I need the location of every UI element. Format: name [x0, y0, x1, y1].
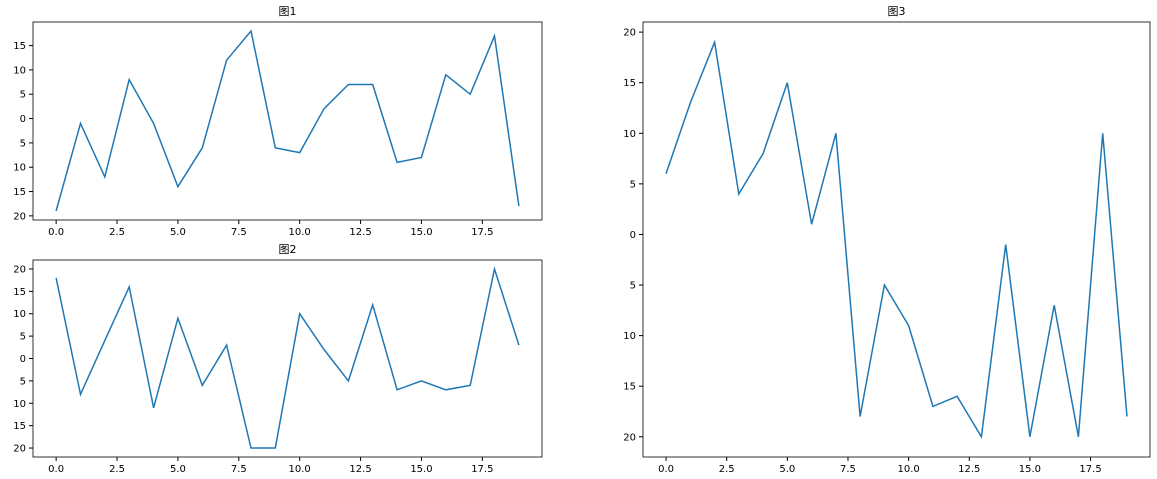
y-tick-label: 15	[13, 187, 26, 198]
y-tick-label: 15	[13, 41, 26, 52]
x-tick-label: 7.5	[231, 464, 247, 475]
x-tick-label: 7.5	[231, 227, 247, 238]
x-tick-label: 15.0	[410, 464, 432, 475]
y-tick-label: 15	[623, 382, 636, 393]
x-tick-label: 2.5	[109, 464, 125, 475]
x-tick-label: 17.5	[1079, 464, 1101, 475]
y-tick-label: 20	[13, 444, 26, 455]
x-tick-label: 0.0	[48, 464, 64, 475]
x-tick-label: 5.0	[170, 464, 186, 475]
y-tick-label: 10	[13, 65, 26, 76]
x-tick-label: 10.0	[289, 464, 311, 475]
chart-title: 图1	[279, 5, 297, 18]
x-tick-label: 17.5	[471, 464, 493, 475]
y-tick-label: 5	[20, 332, 26, 343]
x-tick-label: 12.5	[349, 464, 371, 475]
y-tick-label: 5	[20, 90, 26, 101]
x-tick-label: 10.0	[289, 227, 311, 238]
y-tick-label: 5	[20, 376, 26, 387]
x-tick-label: 15.0	[410, 227, 432, 238]
y-tick-label: 0	[20, 354, 26, 365]
y-tick-label: 20	[13, 264, 26, 275]
x-tick-label: 12.5	[958, 464, 980, 475]
y-tick-label: 5	[630, 281, 636, 292]
y-tick-label: 5	[630, 179, 636, 190]
x-tick-label: 5.0	[170, 227, 186, 238]
x-tick-label: 2.5	[719, 464, 735, 475]
y-tick-label: 20	[13, 211, 26, 222]
y-tick-label: 0	[20, 114, 26, 125]
x-tick-label: 0.0	[48, 227, 64, 238]
chart-title: 图2	[279, 243, 297, 256]
y-tick-label: 10	[13, 399, 26, 410]
y-tick-label: 20	[623, 432, 636, 443]
y-tick-label: 15	[13, 421, 26, 432]
subplot: 图3 0.0 2.5 5.0 7.5 10.0 12.5 15.0 17.5 20 15 10 5 0 5 1…	[623, 5, 1151, 475]
axes-frame	[32, 21, 543, 221]
chart-title: 图3	[888, 5, 906, 18]
axes-frame	[32, 259, 543, 458]
axes-frame	[642, 21, 1151, 458]
x-tick-label: 0.0	[658, 464, 674, 475]
x-tick-label: 17.5	[471, 227, 493, 238]
data-line	[55, 29, 520, 212]
y-tick-label: 10	[623, 129, 636, 140]
subplot: 图1 0.0 2.5 5.0 7.5 10.0 12.5 15.0 17.5 20 15 10 5 0 5 1…	[13, 5, 543, 238]
x-tick-label: 7.5	[840, 464, 856, 475]
y-tick-label: 5	[20, 138, 26, 149]
data-line	[55, 266, 520, 449]
x-tick-label: 2.5	[109, 227, 125, 238]
y-tick-label: 10	[13, 163, 26, 174]
y-tick-label: 20	[623, 28, 636, 39]
data-line	[665, 39, 1128, 440]
x-tick-label: 12.5	[349, 227, 371, 238]
subplot: 图2 0.0 2.5 5.0 7.5 10.0 12.5 15.0 17.5 20 15 10 5 0 5 1…	[13, 243, 543, 475]
y-tick-label: 15	[13, 287, 26, 298]
x-tick-label: 15.0	[1019, 464, 1041, 475]
y-tick-label: 15	[623, 78, 636, 89]
y-tick-label: 10	[13, 309, 26, 320]
x-tick-label: 10.0	[897, 464, 919, 475]
y-tick-label: 0	[630, 230, 636, 241]
x-tick-label: 5.0	[779, 464, 795, 475]
y-tick-label: 10	[623, 331, 636, 342]
